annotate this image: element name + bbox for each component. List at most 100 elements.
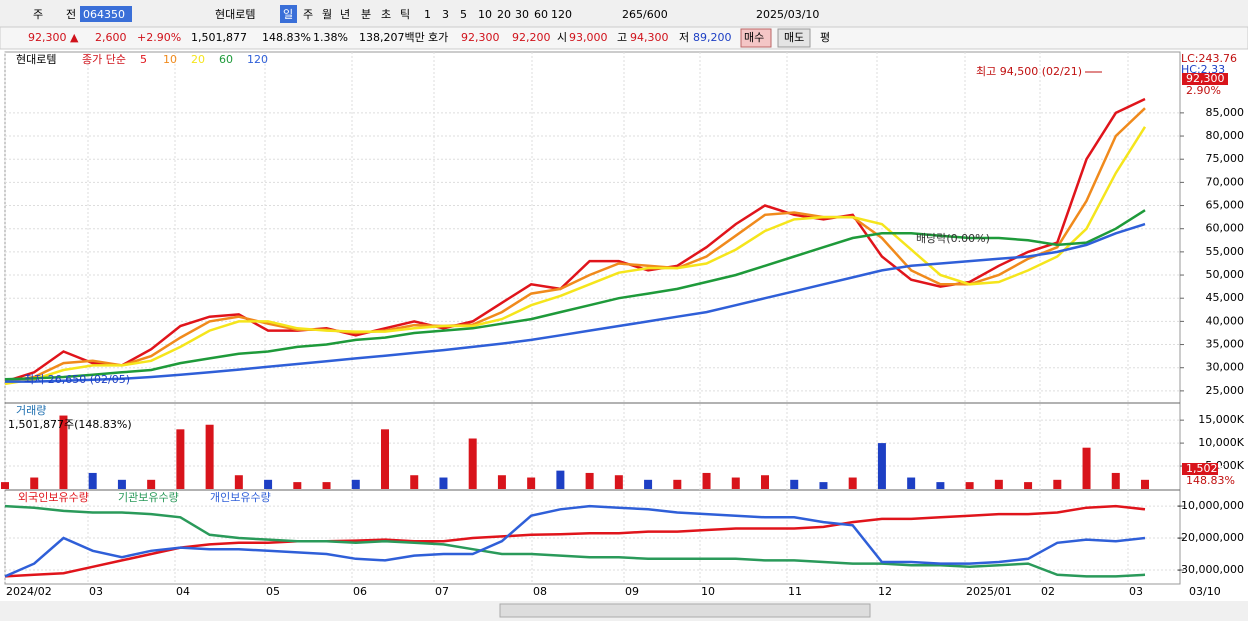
toolbar-item[interactable]: 현대로템 bbox=[215, 8, 255, 21]
series-line bbox=[4, 107, 1146, 383]
buy-button[interactable] bbox=[740, 28, 772, 48]
scroll-thumb[interactable] bbox=[499, 603, 871, 618]
toolbar-item[interactable]: 주 bbox=[33, 8, 43, 21]
volume-bar bbox=[1053, 479, 1062, 489]
time-label: 2024/02 bbox=[6, 585, 52, 598]
y-tick-label: 85,000 bbox=[1206, 106, 1245, 119]
y-tick-label: -20,000,000 bbox=[1177, 531, 1244, 544]
toolbar-item[interactable]: 3 bbox=[442, 8, 449, 21]
toolbar-item[interactable]: 전 bbox=[66, 8, 76, 21]
volume-bar bbox=[936, 482, 945, 489]
axis-label: LC:243.76 bbox=[1181, 52, 1237, 65]
y-tick-label: 25,000 bbox=[1206, 384, 1245, 397]
volume-bar bbox=[117, 479, 126, 489]
legend-entry: 20 bbox=[191, 53, 205, 66]
volume-bar bbox=[1, 482, 9, 489]
period-day-button[interactable] bbox=[280, 5, 297, 23]
volume-bar bbox=[731, 477, 740, 489]
toolbar-item[interactable]: 틱 bbox=[400, 8, 410, 21]
toolbar-item[interactable]: 일 bbox=[283, 7, 293, 21]
volume-bar bbox=[877, 443, 886, 489]
quote-item: 1.38% bbox=[313, 31, 348, 44]
y-tick-label: 45,000 bbox=[1206, 291, 1245, 304]
toolbar-item[interactable]: 064350 bbox=[83, 8, 125, 21]
quote-item[interactable]: 매수 bbox=[744, 31, 764, 44]
y-tick-label: 70,000 bbox=[1206, 175, 1245, 188]
quote-item[interactable]: 평 bbox=[820, 31, 830, 44]
quote-item: 저 bbox=[679, 31, 689, 44]
time-label: 2025/01 bbox=[966, 585, 1012, 598]
volume-bar bbox=[1082, 447, 1091, 489]
last-change: 2.90% bbox=[1186, 84, 1221, 97]
code-field[interactable] bbox=[80, 6, 132, 22]
series-line bbox=[4, 504, 1146, 578]
quote-item: 92,300 ▲ bbox=[28, 31, 79, 44]
panel-title: 거래량 bbox=[16, 404, 46, 417]
quote-item: 89,200 bbox=[693, 31, 732, 44]
toolbar-item[interactable]: 월 bbox=[322, 8, 332, 21]
ma-label: 종가 단순 bbox=[82, 53, 126, 66]
quote-item: 호가 bbox=[428, 31, 448, 44]
toolbar-item[interactable]: 265 bbox=[622, 8, 643, 21]
y-tick-label: 35,000 bbox=[1206, 338, 1245, 351]
volume-bar bbox=[1024, 482, 1033, 489]
volume-bar bbox=[790, 479, 799, 489]
time-label: 05 bbox=[266, 585, 280, 598]
volume-bar bbox=[673, 479, 682, 489]
legend-entry: 5 bbox=[140, 53, 147, 66]
volume-bar bbox=[88, 472, 97, 489]
toolbar-item[interactable]: 1 bbox=[424, 8, 431, 21]
volume-bar bbox=[497, 475, 506, 489]
volume-bar bbox=[965, 482, 974, 489]
legend-entry: 120 bbox=[247, 53, 268, 66]
y-tick-label: 60,000 bbox=[1206, 222, 1245, 235]
series-line bbox=[4, 504, 1146, 578]
volume-bar bbox=[176, 429, 185, 489]
volume-bar bbox=[644, 479, 653, 489]
time-label: 03 bbox=[89, 585, 103, 598]
toolbar-item[interactable]: 분 bbox=[361, 8, 371, 21]
series-line bbox=[4, 209, 1146, 381]
toolbar-item[interactable]: 120 bbox=[551, 8, 572, 21]
volume-bar bbox=[234, 475, 243, 489]
quote-item: 148.83% bbox=[262, 31, 311, 44]
y-tick-label: 75,000 bbox=[1206, 152, 1245, 165]
volume-bar bbox=[994, 479, 1003, 489]
quote-item[interactable]: 매도 bbox=[784, 31, 804, 44]
toolbar-item[interactable]: 주 bbox=[303, 8, 313, 21]
toolbar-item[interactable]: 년 bbox=[340, 8, 350, 21]
toolbar-item[interactable]: 10 bbox=[478, 8, 492, 21]
y-tick-label: 10,000K bbox=[1198, 436, 1244, 449]
volume-bar bbox=[556, 470, 565, 489]
series-line bbox=[5, 222, 1146, 383]
last-volume: 1,502K bbox=[1186, 462, 1225, 475]
time-label: 11 bbox=[788, 585, 802, 598]
last-ratio: 148.83% bbox=[1186, 474, 1235, 487]
time-label: 02 bbox=[1041, 585, 1055, 598]
time-label: 07 bbox=[435, 585, 449, 598]
toolbar-item[interactable]: 60 bbox=[534, 8, 548, 21]
quote-item: 92,300 bbox=[461, 31, 500, 44]
quote-bar-bg bbox=[0, 26, 1248, 50]
legend-entry: 60 bbox=[219, 53, 233, 66]
sell-button[interactable] bbox=[777, 28, 811, 48]
volume-bar bbox=[527, 477, 536, 489]
volume-box bbox=[1182, 463, 1218, 475]
legend-entry: 외국인보유수량 bbox=[18, 491, 89, 504]
volume-bar bbox=[1111, 472, 1120, 489]
volume-bar bbox=[59, 415, 68, 489]
quote-item: 138,207백만 bbox=[359, 31, 425, 44]
time-label: 03/10 bbox=[1189, 585, 1221, 598]
volume-bar bbox=[907, 477, 916, 489]
volume-bar bbox=[205, 424, 214, 489]
quote-item: 93,000 bbox=[569, 31, 608, 44]
toolbar-item[interactable]: 30 bbox=[515, 8, 529, 21]
toolbar-item[interactable]: 초 bbox=[381, 8, 391, 21]
panel-subtitle: 1,501,877주(148.83%) bbox=[8, 418, 132, 431]
y-tick-label: 15,000K bbox=[1198, 413, 1244, 426]
toolbar-item[interactable]: 5 bbox=[460, 8, 467, 21]
toolbar-item[interactable]: /600 bbox=[643, 8, 668, 21]
annotation: 배당락(0.00%) bbox=[916, 232, 990, 245]
toolbar-item[interactable]: 2025/03/10 bbox=[756, 8, 819, 21]
toolbar-item[interactable]: 20 bbox=[497, 8, 511, 21]
